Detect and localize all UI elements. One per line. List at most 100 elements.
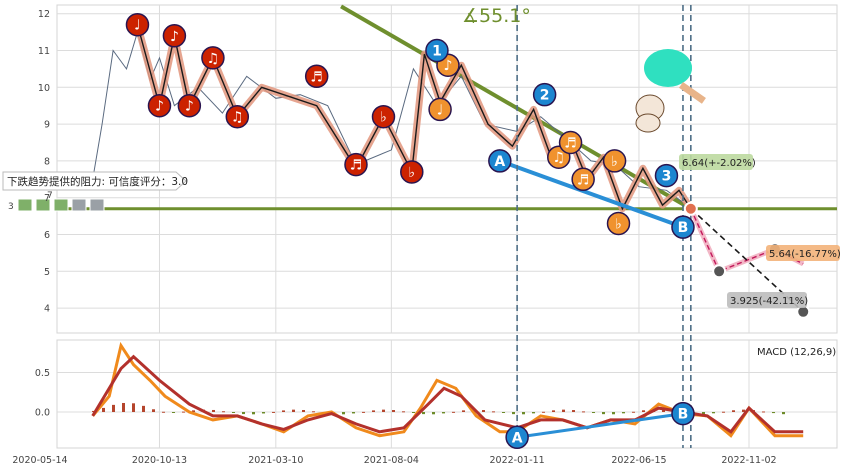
projection-label-box-0	[679, 154, 753, 170]
macd-hist-bar-27	[362, 411, 365, 413]
macd-y-tick-0: 0.0	[35, 408, 50, 419]
macd-hist-bar-29	[382, 409, 385, 412]
marker-label-11: ♪	[443, 58, 452, 74]
projection-label-1: 5.64(-16.77%)	[769, 249, 841, 260]
macd-panel-frame	[56, 339, 838, 449]
macd-signal-line	[91, 354, 804, 434]
macd-hist-bar-40	[492, 411, 495, 413]
price-y-tick-12: 12	[38, 9, 50, 20]
marker-circle-1	[147, 93, 172, 118]
projection-dot-0	[712, 264, 727, 279]
marker-label-19: 3	[662, 169, 672, 185]
price-y-tick-5: 5	[44, 267, 50, 278]
macd-hist-bar-25	[342, 412, 345, 415]
marker-circle-20	[488, 149, 512, 173]
macd-hist-bar-69	[782, 412, 785, 415]
macd-marker-label-0: A	[512, 430, 523, 446]
macd-hist-bar-67	[762, 411, 765, 413]
rating-star-2	[53, 198, 69, 212]
marker-circle-3	[177, 93, 202, 118]
macd-hist-bar-35	[442, 412, 445, 414]
x-tick-2021-08-04: 2021-08-04	[364, 455, 419, 466]
marker-circle-6	[304, 64, 329, 89]
macd-hist-bar-63	[722, 411, 725, 413]
macd-hist-bar-37	[462, 410, 465, 412]
marker-circle-4	[201, 46, 225, 70]
macd-hist-bar-55	[642, 410, 645, 412]
marker-label-0: ♩	[134, 18, 141, 34]
macd-hist-bar-3	[122, 402, 125, 412]
macd-hist-bar-50	[592, 412, 595, 414]
macd-hist-bar-34	[432, 412, 435, 415]
macd-hist-bar-42	[512, 412, 515, 415]
marker-label-7: ♬	[350, 158, 363, 174]
macd-hist-bar-52	[612, 412, 615, 415]
x-tick-2022-01-11: 2022-01-11	[490, 455, 545, 466]
marker-label-21: B	[678, 220, 689, 236]
marker-label-18: 2	[540, 88, 550, 104]
x-tick-2022-06-15: 2022-06-15	[611, 455, 666, 466]
rating-star-0	[17, 198, 33, 212]
macd-hist-bar-32	[412, 412, 415, 413]
marker-circle-18	[532, 82, 557, 107]
macd-hist-bar-17	[262, 412, 265, 414]
marker-circle-10	[428, 97, 452, 122]
macd-hist-bar-41	[502, 412, 505, 413]
marker-label-12: ♫	[552, 150, 565, 166]
resistance-callout-text: 下跌趋势提供的阻力: 可信度评分：3.0	[7, 175, 188, 188]
marker-circle-9	[400, 160, 424, 184]
macd-hist-bar-65	[742, 409, 745, 412]
macd-marker-circle-1	[671, 401, 695, 426]
marker-circle-16	[606, 211, 631, 236]
marker-circle-21	[671, 215, 695, 239]
macd-hist-bar-4	[132, 403, 135, 412]
mascot-paddle-shape	[644, 49, 692, 87]
marker-circle-15	[602, 149, 627, 173]
marker-circle-14	[571, 167, 595, 192]
macd-hist-bar-54	[632, 411, 635, 413]
macd-hist-bar-1	[102, 407, 105, 412]
downtrend-line	[340, 4, 692, 211]
macd-hist-bar-44	[532, 412, 535, 414]
price-panel-frame	[56, 4, 838, 334]
macd-hist-bar-45	[542, 411, 545, 413]
macd-hist-bar-13	[222, 411, 225, 413]
macd-hist-bar-14	[232, 412, 235, 413]
macd-hist-bar-0	[92, 410, 95, 412]
projection-label-0: 6.64(+-2.02%)	[682, 158, 756, 169]
x-tick-2021-03-10: 2021-03-10	[248, 455, 303, 466]
macd-hist-bar-18	[272, 411, 275, 413]
macd-hist-bar-48	[572, 410, 575, 412]
projection-label-box-2	[727, 292, 807, 308]
marker-label-4: ♫	[207, 51, 220, 67]
macd-title: MACD (12,26,9)	[757, 347, 836, 358]
price-y-tick-9: 9	[44, 120, 50, 131]
marker-label-5: ♫	[231, 110, 244, 126]
x-tick-2022-11-02: 2022-11-02	[721, 455, 776, 466]
macd-hist-bar-19	[282, 410, 285, 412]
projection-label-2: 3.925(-42.11%)	[730, 296, 808, 307]
macd-marker-circle-0	[505, 425, 529, 450]
macd-hist-bar-62	[712, 412, 715, 414]
marker-circle-8	[371, 104, 396, 129]
marker-label-8: ♭	[380, 110, 387, 126]
marker-label-1: ♪	[155, 99, 164, 115]
macd-hist-bar-49	[582, 411, 585, 413]
macd-marker-label-1: B	[678, 407, 689, 423]
macd-hist-bar-8	[172, 412, 175, 413]
macd-hist-bar-53	[622, 412, 625, 414]
mascot-dog-body	[635, 113, 661, 133]
x-tick-2020-05-14: 2020-05-14	[12, 455, 67, 466]
rating-star-3	[71, 198, 87, 212]
price-y-tick-8: 8	[44, 156, 50, 167]
macd-hist-bar-36	[452, 411, 455, 413]
mascot-paddle-handle	[678, 82, 706, 104]
price-y-tick-11: 11	[38, 46, 50, 57]
macd-ab-line	[516, 412, 684, 439]
marker-label-3: ♪	[185, 99, 194, 115]
ab-trend-line	[499, 159, 684, 230]
resistance-callout-box	[2, 171, 187, 191]
macd-hist-bar-33	[422, 412, 425, 415]
